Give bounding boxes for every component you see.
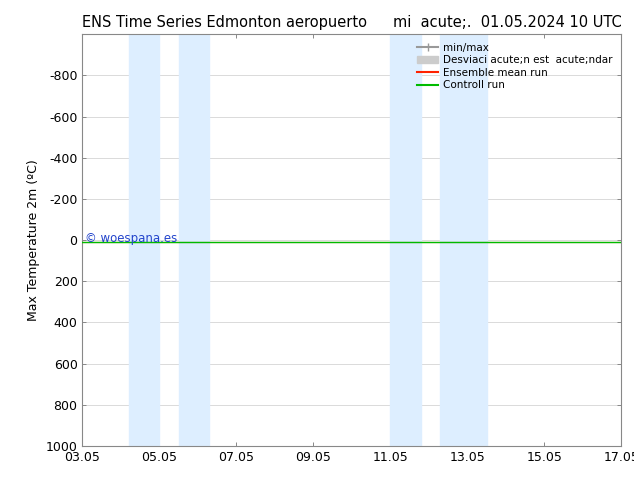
Bar <box>391 34 421 446</box>
Bar <box>441 34 487 446</box>
Bar <box>179 34 209 446</box>
Bar <box>129 34 159 446</box>
Text: © woespana.es: © woespana.es <box>85 232 178 245</box>
Y-axis label: Max Temperature 2m (ºC): Max Temperature 2m (ºC) <box>27 159 40 321</box>
Legend: min/max, Desviaci acute;n est  acute;ndar, Ensemble mean run, Controll run: min/max, Desviaci acute;n est acute;ndar… <box>415 40 616 94</box>
Text: ENS Time Series Edmonton aeropuerto: ENS Time Series Edmonton aeropuerto <box>82 15 368 30</box>
Text: mi  acute;.  01.05.2024 10 UTC: mi acute;. 01.05.2024 10 UTC <box>393 15 622 30</box>
